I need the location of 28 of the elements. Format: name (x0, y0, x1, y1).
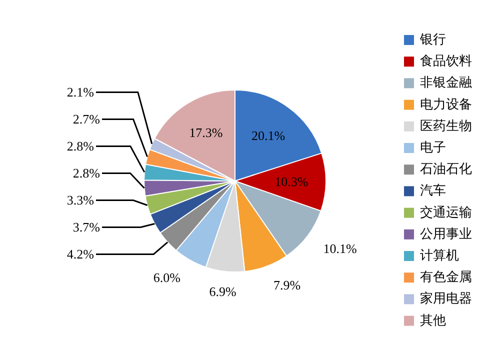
data-label: 6.9% (209, 284, 237, 299)
data-label: 3.7% (72, 220, 100, 235)
data-label: 2.8% (66, 138, 94, 154)
legend-label: 其他 (420, 313, 446, 328)
data-label: 4.2% (66, 246, 94, 262)
legend-label: 电力设备 (420, 97, 472, 112)
legend-label: 非银金融 (420, 76, 472, 91)
legend-label: 银行 (419, 32, 446, 48)
data-label: 17.3% (189, 125, 223, 140)
data-label: 7.9% (274, 278, 301, 293)
data-label: 10.1% (323, 240, 357, 256)
legend-label: 家用电器 (420, 290, 472, 307)
legend-label: 食品饮料 (420, 54, 472, 70)
legend-label: 石油石化 (420, 162, 472, 178)
data-label: 2.1% (66, 84, 94, 100)
legend-label: 医药生物 (420, 118, 472, 134)
legend-label: 电子 (420, 140, 446, 156)
data-label: 6.0% (153, 270, 181, 286)
legend-label: 公用事业 (420, 226, 472, 242)
data-label: 2.7% (72, 112, 100, 127)
data-label: 20.1% (251, 128, 286, 143)
data-label: 10.3% (274, 174, 308, 190)
legend-label: 计算机 (420, 248, 459, 264)
data-label: 2.8% (72, 166, 100, 181)
legend-label: 有色金属 (420, 270, 472, 286)
legend-label: 汽车 (420, 184, 446, 199)
data-label: 3.3% (66, 192, 94, 208)
legend-label: 交通运输 (420, 204, 472, 220)
